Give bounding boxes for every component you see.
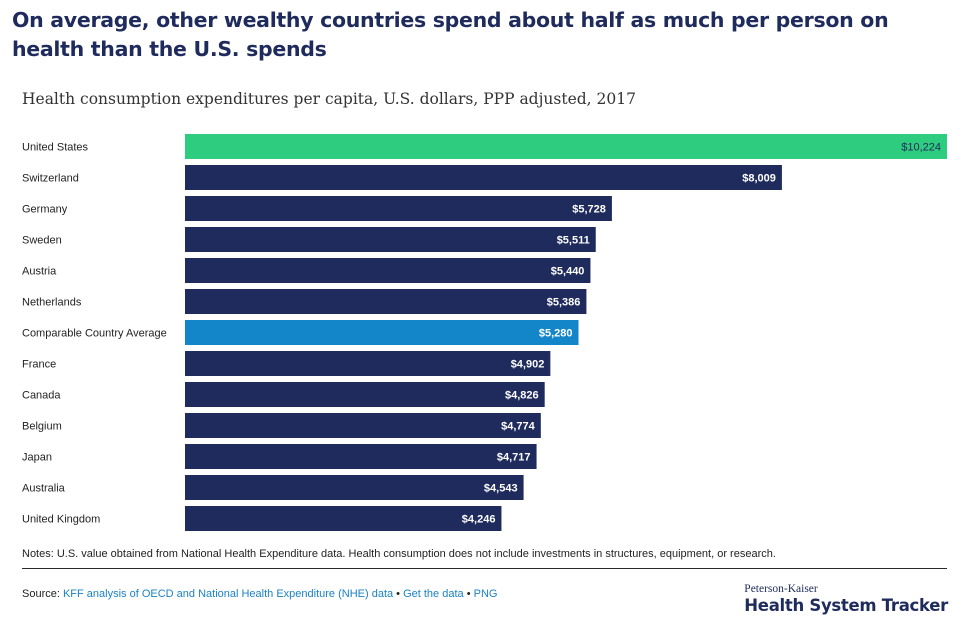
bar-netherlands[interactable] [185,289,587,314]
value-label-united-states: $10,224 [901,142,941,154]
category-label-netherlands: Netherlands [22,297,82,309]
category-label-united-states: United States [22,142,89,154]
bar-japan[interactable] [185,444,537,469]
peterson-kaiser-logo[interactable]: Peterson-Kaiser Health System Tracker [744,583,948,616]
bar-chart: United States $10,224 Switzerland $8,009 Ger… [22,134,947,531]
png-link[interactable]: PNG [473,588,498,600]
category-label-france: France [22,359,56,371]
logo-top-text: Peterson-Kaiser [744,583,818,595]
chart-subtitle: Health consumption expenditures per capi… [22,90,636,108]
category-label-comparable-country-average: Comparable Country Average [22,328,167,340]
bar-austria[interactable] [185,258,591,283]
category-label-australia: Australia [22,483,66,495]
value-label-united-kingdom: $4,246 [462,514,496,526]
category-label-japan: Japan [22,452,52,464]
category-label-germany: Germany [22,204,68,216]
category-label-united-kingdom: United Kingdom [22,514,100,526]
bar-comparable-country-average[interactable] [185,320,579,345]
bar-canada[interactable] [185,382,545,407]
category-label-sweden: Sweden [22,235,62,247]
bar-germany[interactable] [185,196,612,221]
value-label-australia: $4,543 [484,483,518,495]
category-label-belgium: Belgium [22,421,62,433]
bar-united-kingdom[interactable] [185,506,502,531]
source-data-link[interactable]: KFF analysis of OECD and National Health… [62,588,394,600]
value-label-japan: $4,717 [497,452,531,464]
value-label-austria: $5,440 [551,266,585,278]
category-label-austria: Austria [22,266,57,278]
category-label-switzerland: Switzerland [22,173,79,185]
value-label-sweden: $5,511 [557,235,590,247]
divider [22,568,947,569]
source-line: Source: KFF analysis of OECD and Nationa… [22,588,497,600]
source-prefix: Source: [22,588,63,600]
bar-united-states[interactable] [185,134,947,159]
get-data-link[interactable]: Get the data [403,588,464,600]
value-label-switzerland: $8,009 [742,173,776,185]
value-label-germany: $5,728 [572,204,606,216]
bar-switzerland[interactable] [185,165,782,190]
value-label-comparable-country-average: $5,280 [539,328,573,340]
value-label-belgium: $4,774 [501,421,536,433]
value-label-canada: $4,826 [505,390,539,402]
source-separator: • [463,588,474,600]
value-label-netherlands: $5,386 [547,297,581,309]
logo-main-text: Health System Tracker [744,596,948,615]
bar-france[interactable] [185,351,551,376]
bar-sweden[interactable] [185,227,596,252]
bar-australia[interactable] [185,475,524,500]
category-label-canada: Canada [22,390,61,402]
chart-notes: Notes: U.S. value obtained from National… [22,548,776,560]
chart-title: On average, other wealthy countries spen… [12,8,889,61]
bar-belgium[interactable] [185,413,541,438]
value-label-france: $4,902 [511,359,545,371]
source-separator: • [393,588,404,600]
